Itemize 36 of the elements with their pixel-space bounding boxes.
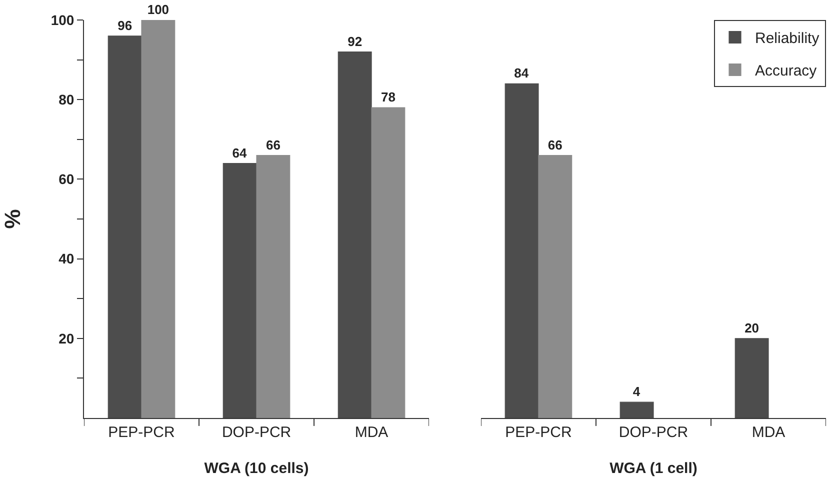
bar: [256, 155, 290, 418]
bar: [108, 36, 142, 418]
bar: [222, 162, 257, 418]
y-tick-label: 80: [58, 92, 74, 108]
bar: [620, 402, 654, 418]
data-label: 100: [147, 2, 170, 17]
bar: [538, 155, 572, 418]
data-label: 64: [232, 145, 248, 160]
data-label: 96: [118, 18, 132, 33]
y-tick-label: 20: [58, 330, 74, 346]
y-tick-label: 40: [58, 250, 74, 267]
data-label: 92: [348, 34, 362, 49]
x-tick-label: DOP-PCR: [222, 424, 292, 441]
data-label: 84: [514, 66, 530, 81]
bar: [504, 83, 539, 418]
data-label: 4: [632, 384, 641, 400]
x-axis-title: WGA (10 cells): [204, 460, 309, 477]
x-tick-label: PEP-PCR: [108, 424, 176, 441]
y-axis-title: %: [0, 209, 25, 229]
data-label: 66: [548, 137, 562, 152]
legend-label: Accuracy: [755, 62, 818, 80]
y-tick-label: 100: [50, 12, 74, 28]
bar: [371, 107, 406, 418]
data-label: 66: [266, 137, 280, 152]
bar: [338, 52, 372, 418]
bar: [141, 20, 176, 418]
x-tick-label: DOP-PCR: [618, 424, 688, 441]
data-label: 78: [380, 90, 396, 105]
x-axis-title: WGA (1 cell): [610, 460, 698, 477]
legend-label: Reliability: [755, 30, 820, 48]
x-tick-label: PEP-PCR: [505, 424, 572, 441]
x-tick-label: MDA: [752, 424, 786, 441]
data-label: 20: [744, 320, 760, 336]
bar: [734, 338, 769, 418]
x-tick-label: MDA: [354, 424, 388, 441]
y-tick-label: 60: [58, 171, 74, 188]
